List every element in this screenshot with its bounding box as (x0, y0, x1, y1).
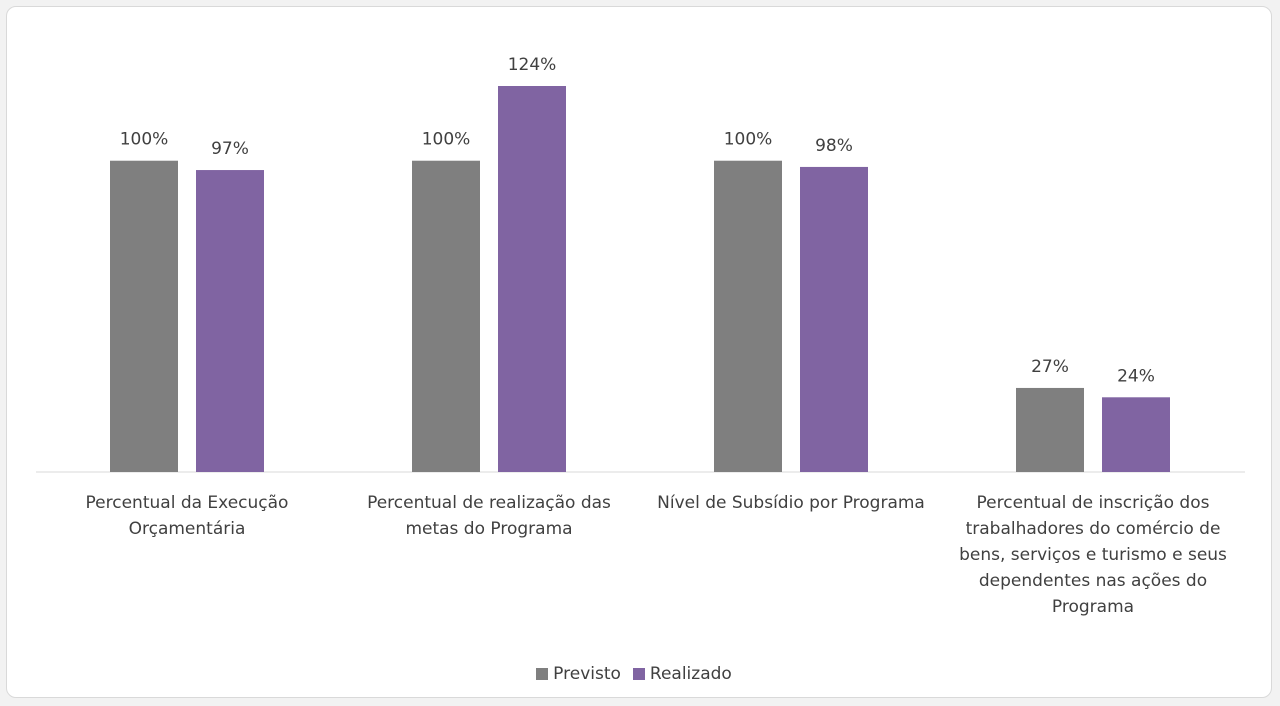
legend-label-previsto: Previsto (553, 664, 621, 684)
bar-realizado-3 (800, 166, 868, 472)
data-label-realizado-4: 24% (1117, 366, 1155, 386)
data-label-previsto-1: 100% (120, 130, 169, 150)
data-label-previsto-2: 100% (422, 130, 471, 150)
data-label-previsto-4: 27% (1031, 357, 1069, 377)
bar-realizado-2 (498, 86, 566, 472)
bar-realizado-4 (1102, 397, 1170, 472)
legend: Previsto Realizado (0, 664, 1280, 684)
category-label-2: Percentual de realização das metas do Pr… (367, 493, 611, 539)
legend-swatch-previsto (536, 668, 549, 680)
category-label-1: Percentual da Execução Orçamentária (85, 493, 289, 539)
data-label-realizado-3: 98% (815, 136, 853, 156)
data-label-previsto-3: 100% (724, 130, 773, 150)
category-label-3: Nível de Subsídio por Programa (657, 493, 925, 513)
bar-previsto-2 (412, 160, 480, 473)
bar-previsto-4 (1016, 387, 1084, 472)
legend-label-realizado: Realizado (649, 664, 732, 684)
legend-swatch-realizado (632, 668, 645, 680)
data-label-realizado-2: 124% (508, 55, 557, 75)
bar-previsto-3 (714, 160, 782, 473)
legend-item-realizado: Realizado (632, 664, 732, 684)
bar-previsto-1 (110, 160, 178, 473)
category-label-4: Percentual de inscrição dos trabalhadore… (959, 493, 1227, 617)
legend-item-previsto: Previsto (536, 664, 621, 684)
data-label-realizado-1: 97% (211, 139, 249, 159)
bar-realizado-1 (196, 170, 264, 472)
